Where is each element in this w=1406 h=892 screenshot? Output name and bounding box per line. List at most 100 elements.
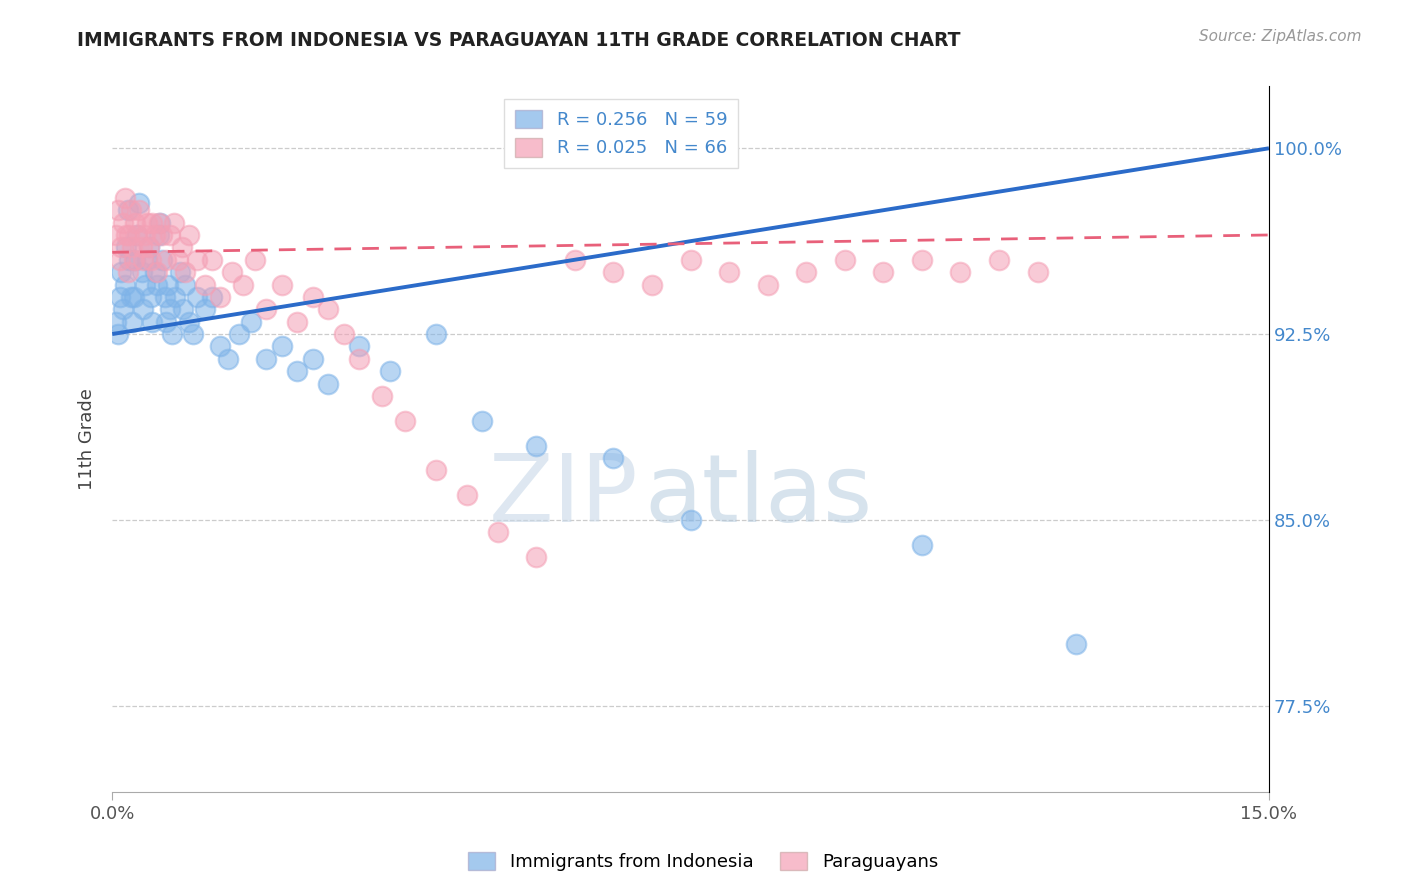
Point — [148, 216, 170, 230]
Point — [143, 227, 166, 242]
Point — [166, 252, 188, 267]
Point — [159, 227, 181, 242]
Point — [679, 513, 702, 527]
Point — [107, 326, 129, 341]
Point — [209, 290, 232, 304]
Text: IMMIGRANTS FROM INDONESIA VS PARAGUAYAN 11TH GRADE CORRELATION CHART: IMMIGRANTS FROM INDONESIA VS PARAGUAYAN … — [77, 31, 960, 50]
Point — [117, 203, 139, 218]
Point — [148, 227, 170, 242]
Point — [134, 227, 156, 242]
Point — [114, 191, 136, 205]
Point — [110, 265, 132, 279]
Point — [256, 302, 278, 317]
Point — [125, 227, 148, 242]
Point — [115, 227, 138, 242]
Point — [162, 326, 184, 341]
Point — [371, 389, 394, 403]
Point — [221, 265, 243, 279]
Point — [988, 252, 1011, 267]
Point — [141, 315, 163, 329]
Point — [121, 315, 143, 329]
Point — [146, 265, 169, 279]
Point — [115, 240, 138, 254]
Point — [165, 290, 187, 304]
Point — [174, 277, 197, 292]
Point — [718, 265, 741, 279]
Point — [132, 252, 155, 267]
Point — [118, 252, 141, 267]
Point — [105, 227, 128, 242]
Point — [186, 252, 208, 267]
Point — [156, 277, 179, 292]
Point — [194, 277, 217, 292]
Point — [163, 216, 186, 230]
Point — [256, 351, 278, 366]
Point — [112, 302, 135, 317]
Point — [679, 252, 702, 267]
Point — [911, 538, 934, 552]
Point — [138, 240, 160, 254]
Point — [524, 438, 547, 452]
Point — [486, 525, 509, 540]
Point — [108, 290, 131, 304]
Point — [240, 315, 263, 329]
Point — [243, 252, 266, 267]
Point — [316, 302, 339, 317]
Point — [316, 376, 339, 391]
Point — [155, 315, 177, 329]
Point — [114, 277, 136, 292]
Point — [143, 265, 166, 279]
Point — [121, 240, 143, 254]
Point — [201, 252, 224, 267]
Point — [425, 326, 447, 341]
Y-axis label: 11th Grade: 11th Grade — [79, 388, 96, 491]
Point — [117, 265, 139, 279]
Point — [172, 302, 194, 317]
Point — [136, 252, 159, 267]
Point — [159, 302, 181, 317]
Point — [270, 339, 292, 353]
Point — [112, 216, 135, 230]
Point — [134, 277, 156, 292]
Point — [285, 364, 308, 378]
Point — [425, 463, 447, 477]
Point — [146, 277, 169, 292]
Point — [124, 252, 146, 267]
Point — [122, 252, 145, 267]
Point — [132, 302, 155, 317]
Point — [118, 227, 141, 242]
Point — [110, 240, 132, 254]
Point — [602, 265, 624, 279]
Point — [347, 351, 370, 366]
Point — [181, 326, 204, 341]
Point — [232, 277, 254, 292]
Point — [911, 252, 934, 267]
Point — [131, 240, 153, 254]
Point — [179, 315, 201, 329]
Point — [834, 252, 856, 267]
Point — [228, 326, 250, 341]
Point — [471, 414, 494, 428]
Point — [201, 290, 224, 304]
Point — [108, 252, 131, 267]
Point — [756, 277, 779, 292]
Point — [120, 290, 142, 304]
Point — [128, 195, 150, 210]
Point — [105, 315, 128, 329]
Point — [122, 290, 145, 304]
Point — [155, 252, 177, 267]
Point — [174, 265, 197, 279]
Point — [107, 203, 129, 218]
Point — [347, 339, 370, 353]
Point — [949, 265, 972, 279]
Point — [217, 351, 239, 366]
Point — [602, 450, 624, 465]
Text: atlas: atlas — [644, 450, 873, 541]
Point — [332, 326, 354, 341]
Point — [301, 351, 323, 366]
Point — [641, 277, 664, 292]
Point — [124, 216, 146, 230]
Point — [209, 339, 232, 353]
Text: ZIP: ZIP — [489, 450, 638, 541]
Point — [149, 216, 172, 230]
